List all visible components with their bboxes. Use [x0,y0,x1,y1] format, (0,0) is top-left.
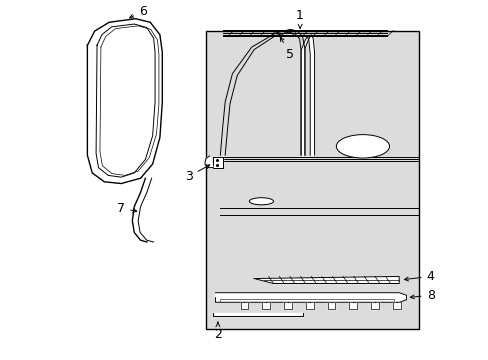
Polygon shape [327,302,335,309]
Polygon shape [87,19,162,184]
Text: 7: 7 [117,202,137,215]
Ellipse shape [336,135,389,158]
Polygon shape [305,302,313,309]
Polygon shape [254,276,398,283]
Polygon shape [213,313,302,316]
Text: 6: 6 [129,5,146,18]
Polygon shape [284,302,291,309]
Polygon shape [349,302,356,309]
Polygon shape [213,157,223,168]
Text: 1: 1 [296,9,304,28]
Polygon shape [392,302,400,309]
Text: 2: 2 [214,322,222,341]
Polygon shape [240,302,248,309]
Polygon shape [262,302,269,309]
Polygon shape [301,35,314,155]
Text: 5: 5 [280,37,294,61]
Polygon shape [254,199,270,203]
Polygon shape [215,293,406,302]
Text: 4: 4 [404,270,434,283]
Ellipse shape [249,198,273,205]
Text: 3: 3 [184,165,209,183]
Bar [205,31,418,329]
Polygon shape [370,302,378,309]
Polygon shape [204,156,213,168]
Text: 8: 8 [409,289,434,302]
